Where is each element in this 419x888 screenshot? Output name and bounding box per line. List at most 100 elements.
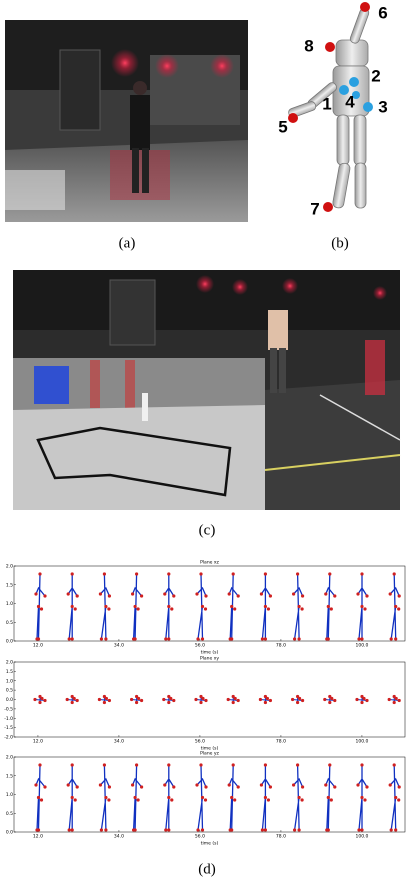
pose-joint (394, 828, 398, 832)
pose-joint (296, 700, 300, 705)
pose-joint (291, 697, 295, 702)
pose-joint (75, 594, 79, 598)
pose-joint (394, 795, 398, 800)
pose-joint (135, 572, 139, 576)
pose-joint (73, 607, 77, 611)
x-tick-label: 34.0 (114, 739, 124, 745)
joint-label: 2 (371, 66, 380, 85)
pose-joint (297, 828, 301, 832)
pose-joint (328, 694, 332, 699)
pose-joint (199, 700, 203, 705)
pose-joint (38, 572, 42, 576)
pose-joint (107, 698, 111, 703)
pose-joint (167, 637, 171, 641)
pose-joint (102, 700, 106, 705)
pose-joint (73, 798, 77, 802)
pose-joint (35, 637, 39, 641)
pose-joint (135, 694, 139, 699)
pose-joint (167, 694, 171, 699)
pose-joint (75, 698, 79, 703)
pose-joint (258, 697, 262, 702)
x-tick-label: 100.0 (355, 834, 368, 840)
pose-joint (40, 696, 44, 701)
pose-joint (394, 604, 398, 609)
pose-joint (70, 763, 74, 767)
pose-joint (136, 798, 140, 802)
pose-joint (263, 572, 267, 576)
pose-joint (199, 572, 203, 576)
pose-joint (260, 637, 264, 641)
y-tick-label: 1.0 (6, 678, 13, 684)
pose-sketch (323, 694, 337, 705)
pose-joint (263, 637, 267, 641)
pose-sketch (97, 694, 111, 705)
pose-joint (293, 828, 297, 832)
pose-joint (199, 694, 203, 699)
pose-joint (199, 763, 203, 767)
pose-sketch (292, 763, 305, 832)
pose-joint (67, 828, 71, 832)
pose-joint (132, 828, 136, 832)
pose-joint (394, 637, 398, 641)
pose-joint (135, 700, 139, 705)
pose-joint (167, 828, 171, 832)
y-tick-label: 2.0 (6, 564, 13, 570)
pose-joint (172, 785, 176, 789)
pose-joint (365, 698, 369, 703)
pose-joint (203, 798, 208, 802)
pose-joint (301, 785, 305, 789)
pose-sketch (163, 763, 176, 832)
pose-joint (140, 698, 144, 703)
pose-joint (104, 604, 108, 609)
pose-joint (204, 785, 208, 789)
pose-joint (102, 763, 106, 767)
plot-frame (13, 565, 406, 642)
pose-joint (164, 637, 168, 641)
pose-joint (259, 592, 263, 596)
joint-label: 5 (278, 117, 287, 136)
plot-title: Plane yz (200, 751, 219, 757)
pose-joint (107, 785, 111, 789)
pose-joint (65, 697, 69, 702)
pose-sketch (131, 763, 144, 832)
pose-joint (394, 696, 398, 701)
pose-joint (296, 572, 300, 576)
plot-frame (13, 756, 406, 833)
pose-joint (66, 592, 70, 596)
pose-joint (297, 795, 301, 800)
pose-joint (297, 604, 301, 609)
pose-joint (301, 698, 305, 703)
y-tick-label: 1.5 (6, 669, 13, 675)
pose-joint (230, 795, 234, 800)
pose-joint (36, 604, 41, 609)
pose-sketch (34, 763, 47, 832)
pose-joint (363, 607, 367, 611)
y-tick-label: 1.5 (6, 773, 13, 779)
x-tick-label: 78.0 (276, 739, 286, 745)
pose-joint (43, 698, 47, 703)
x-tick-label: 100.0 (355, 643, 368, 649)
pose-joint (102, 694, 106, 699)
pose-joint (204, 698, 208, 703)
pose-joint (236, 785, 240, 789)
pose-joint (231, 700, 235, 705)
pose-joint (326, 795, 330, 800)
joint-label: 7 (310, 199, 319, 218)
joint-label: 8 (304, 36, 313, 55)
pose-joint (266, 798, 270, 802)
pose-joint (70, 828, 74, 832)
pose-joint (397, 594, 401, 598)
x-tick-label: 56.0 (195, 643, 205, 649)
y-tick-label: 1.5 (6, 582, 13, 588)
x-tick-label: 56.0 (195, 834, 205, 840)
x-tick-label: 12.0 (33, 739, 43, 745)
y-tick-label: 2.0 (6, 660, 13, 666)
x-tick-label: 78.0 (276, 643, 286, 649)
pose-joint (167, 763, 171, 767)
pose-joint (36, 795, 41, 800)
pose-joint (360, 828, 364, 832)
pose-joint (99, 637, 103, 641)
y-tick-label: 0.5 (6, 811, 13, 817)
pose-sketch (33, 694, 47, 705)
pose-joint (170, 607, 174, 611)
